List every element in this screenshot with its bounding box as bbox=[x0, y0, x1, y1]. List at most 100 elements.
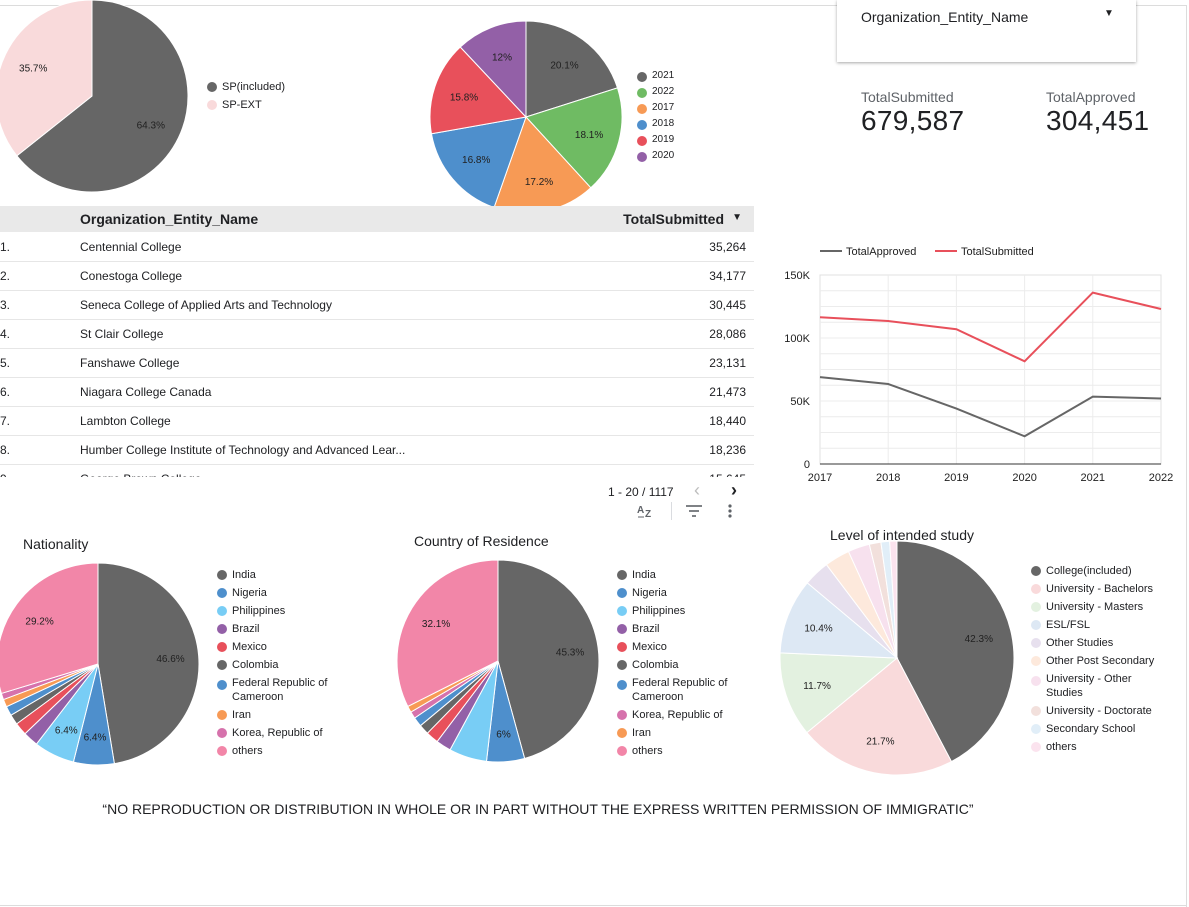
legend-item[interactable]: Federal Republic of Cameroon bbox=[617, 676, 732, 704]
pagination-label: 1 - 20 / 1117 bbox=[608, 485, 674, 499]
y-tick-label: 100K bbox=[784, 333, 810, 345]
table-row[interactable]: 1. Centennial College 35,264 bbox=[0, 232, 754, 262]
legend-item[interactable]: Philippines bbox=[617, 602, 732, 620]
legend-item[interactable]: Brazil bbox=[217, 620, 332, 638]
legend-item[interactable]: Federal Republic of Cameroon bbox=[217, 676, 332, 704]
legend-item[interactable]: 2017 bbox=[637, 100, 674, 116]
legend-label: Brazil bbox=[232, 623, 260, 635]
legend-item[interactable]: Other Studies bbox=[1031, 634, 1156, 652]
legend-label[interactable]: TotalApproved bbox=[846, 246, 916, 258]
column-header-organization[interactable]: Organization_Entity_Name bbox=[80, 211, 259, 227]
pie-slice-2020[interactable] bbox=[459, 20, 527, 119]
legend-swatch bbox=[217, 588, 227, 598]
legend-item[interactable]: Korea, Republic of bbox=[217, 724, 332, 742]
legend-item[interactable]: Korea, Republic of bbox=[617, 706, 732, 724]
legend-item[interactable]: Colombia bbox=[617, 656, 732, 674]
legend-swatch bbox=[617, 642, 627, 652]
legend-label[interactable]: TotalSubmitted bbox=[961, 246, 1034, 258]
legend-swatch bbox=[1031, 724, 1041, 734]
table-row[interactable]: 6. Niagara College Canada 21,473 bbox=[0, 377, 754, 407]
row-total-submitted: 34,177 bbox=[709, 269, 746, 283]
table-row[interactable]: 2. Conestoga College 34,177 bbox=[0, 261, 754, 291]
column-header-total-submitted[interactable]: TotalSubmitted bbox=[623, 211, 724, 227]
table-row[interactable]: 8. Humber College Institute of Technology… bbox=[0, 435, 754, 465]
series-line-totalsubmitted[interactable] bbox=[819, 291, 1162, 363]
legend-swatch bbox=[617, 680, 627, 690]
pie-slice-others[interactable] bbox=[396, 559, 499, 708]
row-index: 9. bbox=[0, 472, 10, 477]
legend-item[interactable]: 2021 bbox=[637, 68, 674, 84]
legend-item[interactable]: University - Masters bbox=[1031, 598, 1156, 616]
legend-item[interactable]: SP(included) bbox=[207, 78, 285, 96]
more-options-icon[interactable] bbox=[726, 503, 734, 519]
pie-data-label: 6.4% bbox=[55, 726, 78, 737]
legend-item[interactable]: 2018 bbox=[637, 116, 674, 132]
pie-slice-sp-included-[interactable] bbox=[16, 0, 189, 193]
pie-slice-2018[interactable] bbox=[430, 116, 527, 209]
legend-item[interactable]: ESL/FSL bbox=[1031, 616, 1156, 634]
pie-slice-2022[interactable] bbox=[525, 87, 623, 189]
row-organization-name: St Clair College bbox=[80, 327, 164, 341]
legend-item[interactable]: University - Bachelors bbox=[1031, 580, 1156, 598]
legend-item[interactable]: Secondary School bbox=[1031, 720, 1156, 738]
x-tick-label: 2018 bbox=[876, 472, 900, 484]
pie-data-label: 20.1% bbox=[550, 60, 578, 71]
legend-item[interactable]: Iran bbox=[217, 706, 332, 724]
legend-item[interactable]: Mexico bbox=[617, 638, 732, 656]
legend-item[interactable]: others bbox=[217, 742, 332, 760]
legend-item[interactable]: India bbox=[617, 566, 732, 584]
pie-data-label: 15.8% bbox=[450, 92, 478, 103]
x-tick-label: 2020 bbox=[1012, 472, 1036, 484]
sort-descending-icon[interactable]: ▼ bbox=[732, 212, 742, 223]
pie-slice-others[interactable] bbox=[889, 540, 898, 659]
legend-item[interactable]: others bbox=[617, 742, 732, 760]
y-tick-label: 0 bbox=[804, 459, 810, 471]
table-row[interactable]: 4. St Clair College 28,086 bbox=[0, 319, 754, 349]
legend-item[interactable]: Other Post Secondary bbox=[1031, 652, 1156, 670]
row-index: 1. bbox=[0, 240, 10, 254]
legend-item[interactable]: Philippines bbox=[217, 602, 332, 620]
chevron-down-icon[interactable]: ▼ bbox=[1104, 8, 1114, 19]
table-row[interactable]: 5. Fanshawe College 23,131 bbox=[0, 348, 754, 378]
legend-item[interactable]: India bbox=[217, 566, 332, 584]
legend-item[interactable]: University - Other Studies bbox=[1031, 672, 1156, 700]
pie-data-label: 12% bbox=[492, 52, 512, 63]
nationality-legend: India Nigeria Philippines Brazil Mexico Colom… bbox=[217, 566, 332, 760]
pie-slice-india[interactable] bbox=[497, 559, 600, 760]
legend-swatch bbox=[637, 120, 647, 130]
next-page-icon[interactable]: › bbox=[731, 480, 737, 500]
pie-slice-2019[interactable] bbox=[429, 46, 527, 135]
legend-item[interactable]: College(included) bbox=[1031, 562, 1156, 580]
pie-slice-sp-ext[interactable] bbox=[0, 0, 93, 157]
legend-item[interactable]: 2022 bbox=[637, 84, 674, 100]
table-row[interactable]: 7. Lambton College 18,440 bbox=[0, 406, 754, 436]
legend-item[interactable]: Iran bbox=[617, 724, 732, 742]
scorecard-total-submitted: TotalSubmitted 679,587 bbox=[861, 89, 964, 137]
pie-slice-others[interactable] bbox=[0, 562, 99, 695]
series-line-totalapproved[interactable] bbox=[819, 376, 1162, 438]
legend-item[interactable]: Brazil bbox=[617, 620, 732, 638]
legend-item[interactable]: University - Doctorate bbox=[1031, 702, 1156, 720]
legend-item[interactable]: 2019 bbox=[637, 132, 674, 148]
organization-filter-dropdown[interactable]: Organization_Entity_Name ▼ bbox=[837, 0, 1136, 62]
pie-slice-college-included-[interactable] bbox=[896, 540, 1015, 763]
pie-slice-india[interactable] bbox=[97, 562, 200, 765]
legend-item[interactable]: SP-EXT bbox=[207, 96, 285, 114]
legend-item[interactable]: others bbox=[1031, 738, 1156, 756]
row-total-submitted: 21,473 bbox=[709, 385, 746, 399]
table-row[interactable]: 9. George Brown College 15,645 bbox=[0, 464, 754, 477]
pie-slice-2021[interactable] bbox=[525, 20, 619, 118]
legend-item[interactable]: Nigeria bbox=[217, 584, 332, 602]
sort-az-icon[interactable]: A Z bbox=[636, 503, 656, 519]
filter-label: Organization_Entity_Name bbox=[861, 9, 1029, 25]
legend-item[interactable]: Colombia bbox=[217, 656, 332, 674]
pie-slice-university-masters[interactable] bbox=[779, 652, 899, 734]
pie-slice-university-bachelors[interactable] bbox=[806, 657, 953, 776]
pie-slice-esl-fsl[interactable] bbox=[779, 582, 899, 659]
legend-item[interactable]: 2020 bbox=[637, 148, 674, 164]
table-row[interactable]: 3. Seneca College of Applied Arts and Tec… bbox=[0, 290, 754, 320]
filter-icon[interactable] bbox=[685, 504, 703, 518]
previous-page-icon[interactable]: ‹ bbox=[694, 480, 700, 500]
legend-item[interactable]: Nigeria bbox=[617, 584, 732, 602]
legend-item[interactable]: Mexico bbox=[217, 638, 332, 656]
